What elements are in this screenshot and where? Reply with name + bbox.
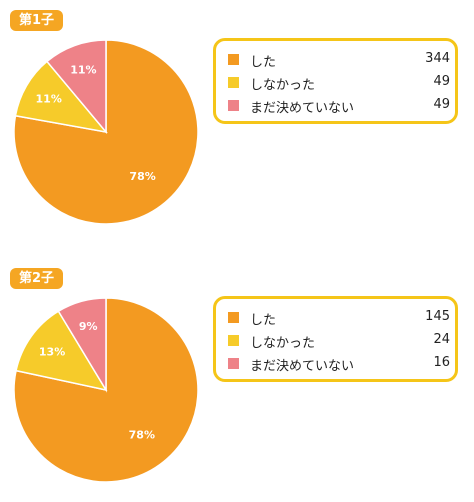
legend-item: まだ決めていない 49 — [228, 95, 450, 117]
legend-label: した — [250, 313, 277, 328]
legend-swatch — [228, 100, 239, 111]
legend-label: まだ決めていない — [250, 359, 355, 374]
slice-percent-label: 11% — [36, 93, 62, 106]
legend-box: した 344 しなかった 49 まだ決めていない 49 — [213, 38, 458, 124]
pie-slice — [13, 39, 199, 225]
chart-panel-1: 第1子 78% 11% 11% した 344 しなかった 49 まだ決めていない 4… — [0, 0, 474, 244]
legend-value: 49 — [433, 74, 450, 89]
legend-swatch — [228, 335, 239, 346]
pie-slice — [57, 297, 107, 393]
pie-chart: 78% 13% 9% — [13, 297, 199, 483]
legend-label: まだ決めていない — [250, 101, 355, 116]
legend-value: 344 — [425, 51, 450, 66]
legend-swatch — [228, 77, 239, 88]
chart-title-badge: 第2子 — [10, 268, 64, 289]
legend-item: しなかった 49 — [228, 72, 450, 94]
legend-swatch — [228, 312, 239, 323]
legend-value: 145 — [425, 309, 450, 324]
legend-item: しなかった 24 — [228, 330, 450, 352]
legend-box: した 145 しなかった 24 まだ決めていない 16 — [213, 296, 458, 382]
legend-swatch — [228, 358, 239, 369]
legend-value: 16 — [433, 355, 450, 370]
chart-panel-2: 第2子 78% 13% 9% した 145 しなかった 24 まだ決めていない 16 — [0, 258, 474, 502]
legend-item: した 145 — [228, 307, 450, 329]
slice-percent-label: 78% — [129, 170, 155, 183]
pie-slice — [45, 39, 107, 135]
pie-slice — [15, 310, 108, 392]
legend-label: した — [250, 55, 277, 70]
chart-title-badge: 第1子 — [10, 10, 64, 31]
pie-chart: 78% 11% 11% — [13, 39, 199, 225]
legend-item: まだ決めていない 16 — [228, 353, 450, 375]
legend-value: 49 — [433, 97, 450, 112]
slice-percent-label: 78% — [129, 428, 155, 441]
legend-label: しなかった — [250, 78, 316, 93]
slice-percent-label: 9% — [79, 320, 98, 333]
pie-slice — [14, 60, 108, 134]
legend-label: しなかった — [250, 336, 316, 351]
legend-swatch — [228, 54, 239, 65]
legend-value: 24 — [433, 332, 450, 347]
slice-percent-label: 13% — [39, 346, 65, 359]
slice-percent-label: 11% — [70, 64, 96, 77]
legend-item: した 344 — [228, 49, 450, 71]
